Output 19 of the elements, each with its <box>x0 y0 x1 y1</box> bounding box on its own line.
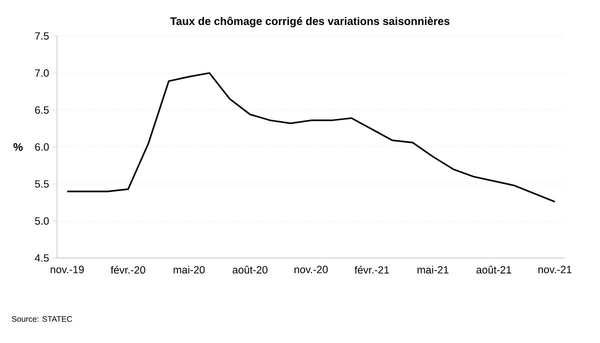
y-tick-label: 5.5 <box>35 180 49 188</box>
y-tick-label: 7.0 <box>35 69 49 77</box>
y-axis-title: % <box>13 143 23 151</box>
y-tick-label: 4.5 <box>34 254 49 262</box>
source-note: Source: STATEC <box>12 316 72 322</box>
x-tick-label: févr.-21 <box>354 266 389 274</box>
y-tick-label: 6.0 <box>35 143 49 151</box>
y-tick-label: 7.5 <box>35 32 49 40</box>
x-tick-label: août-21 <box>476 266 512 274</box>
x-tick-label: mai-21 <box>418 266 448 274</box>
x-tick-label: févr.-20 <box>110 266 146 274</box>
x-tick-label: mai-20 <box>174 266 205 274</box>
x-tick-label: nov.-20 <box>294 266 328 274</box>
y-tick-label: 6.5 <box>35 106 49 114</box>
y-tick-label: 5.0 <box>35 217 49 225</box>
x-tick-label: nov.-19 <box>50 266 84 274</box>
x-tick-label: nov.-21 <box>538 266 572 274</box>
chart-title: Taux de chômage corrigé des variations saisonnières <box>170 16 450 28</box>
x-tick-label: août-20 <box>232 266 268 274</box>
